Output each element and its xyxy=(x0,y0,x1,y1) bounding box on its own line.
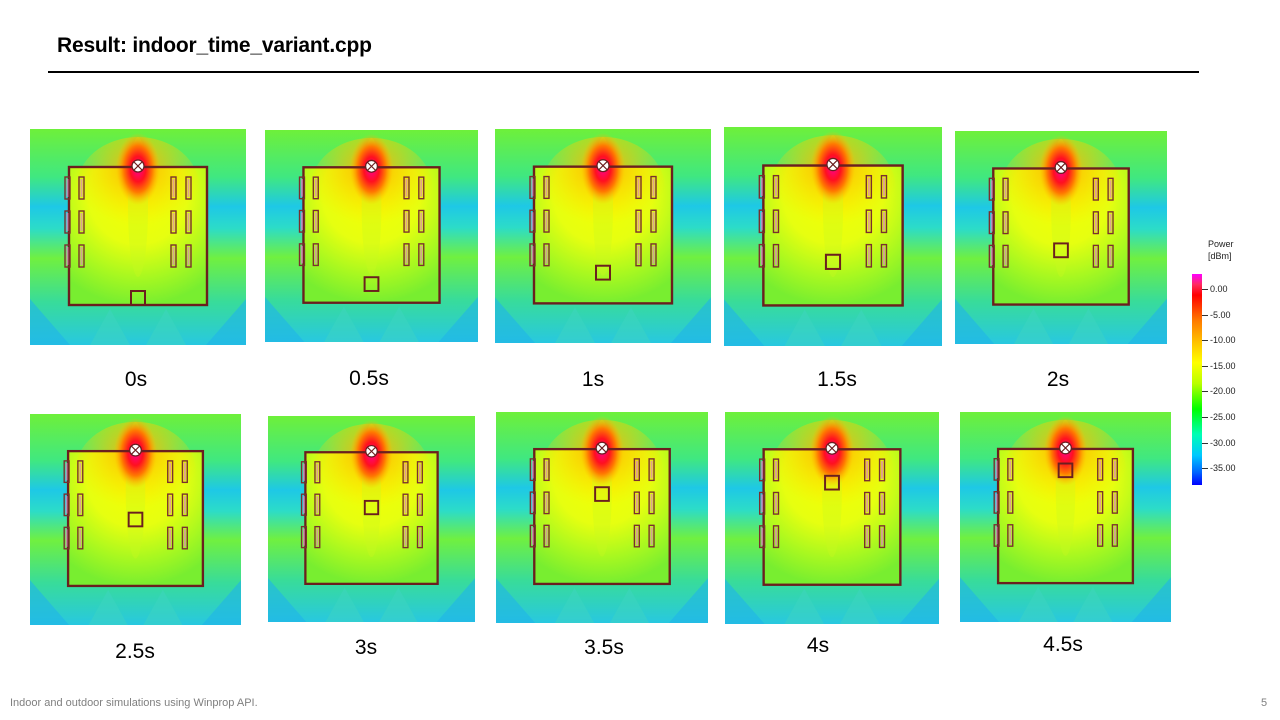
time-label: 4s xyxy=(806,634,830,657)
legend-tick-mark xyxy=(1202,442,1208,444)
legend-tick-mark xyxy=(1202,468,1208,470)
coverage-heatmap-panel xyxy=(30,414,241,625)
legend-tick-mark xyxy=(1202,340,1208,342)
time-label: 0s xyxy=(124,368,148,391)
legend-title-line2: [dBm] xyxy=(1208,251,1232,261)
coverage-heatmap-panel xyxy=(496,412,708,623)
legend-tick-label: -30.00 xyxy=(1210,437,1236,448)
legend-title-line1: Power xyxy=(1208,239,1234,249)
time-label: 3.5s xyxy=(584,636,624,659)
legend-tick-label: 0.00 xyxy=(1210,284,1228,294)
coverage-heatmap-panel xyxy=(265,130,478,342)
legend-tick-label: -20.00 xyxy=(1210,386,1236,397)
time-label: 0.5s xyxy=(349,367,389,390)
coverage-heatmap-panel xyxy=(30,129,246,345)
time-label: 3s xyxy=(354,636,378,659)
power-legend: Power [dBm] 0.00 -5.00 -10.00 -15.00 -20.00 -… xyxy=(1192,238,1272,498)
title-underline xyxy=(48,71,1199,73)
legend-title: Power [dBm] xyxy=(1208,238,1234,262)
legend-tick-label: -25.00 xyxy=(1210,412,1236,422)
coverage-heatmap-panel xyxy=(725,412,939,624)
time-label: 1.5s xyxy=(817,368,857,391)
legend-color-bar xyxy=(1192,274,1202,485)
legend-tick-mark xyxy=(1202,417,1208,418)
coverage-heatmap-panel xyxy=(495,129,711,343)
time-label: 2s xyxy=(1046,368,1070,391)
page-number: 5 xyxy=(1261,697,1268,709)
coverage-heatmap-panel xyxy=(955,131,1167,344)
legend-tick-label: -15.00 xyxy=(1210,360,1236,371)
legend-tick-mark xyxy=(1202,289,1208,290)
legend-tick-mark xyxy=(1202,391,1208,393)
footer-text: Indoor and outdoor simulations using Win… xyxy=(10,697,258,709)
time-label: 4.5s xyxy=(1043,633,1083,656)
coverage-heatmap-panel xyxy=(268,416,475,622)
coverage-heatmap-panel xyxy=(960,412,1171,622)
time-label: 1s xyxy=(581,368,605,391)
time-label: 2.5s xyxy=(115,640,155,663)
legend-tick-mark xyxy=(1202,314,1208,316)
slide-title: Result: indoor_time_variant.cpp xyxy=(57,34,372,57)
legend-tick-label: -35.00 xyxy=(1210,463,1236,474)
legend-tick-mark xyxy=(1202,365,1208,367)
coverage-heatmap-panel xyxy=(724,127,942,346)
legend-tick-label: -5.00 xyxy=(1210,309,1231,320)
legend-tick-label: -10.00 xyxy=(1210,335,1236,346)
